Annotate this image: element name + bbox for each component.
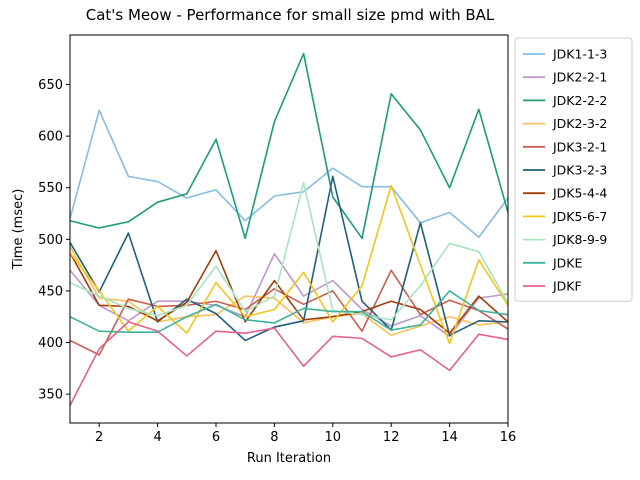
x-tick-label: 4 xyxy=(153,430,161,445)
x-tick-label: 2 xyxy=(95,430,103,445)
legend-entry-label: JDK3-2-1 xyxy=(552,139,607,154)
x-axis: 2 4 6 8 10 12 14 16 xyxy=(95,423,516,445)
legend-entry-label: JDK8-9-9 xyxy=(552,232,607,247)
legend-entry-label: JDK5-6-7 xyxy=(552,209,607,224)
legend-entry-label: JDK2-3-2 xyxy=(552,116,607,131)
series-line-jdk5-4-4 xyxy=(69,249,509,335)
y-tick-label: 350 xyxy=(38,388,63,403)
x-tick-label: 14 xyxy=(441,430,458,445)
plot-frame xyxy=(69,34,509,424)
legend-entry-label: JDKE xyxy=(552,255,583,270)
legend-entry-label: JDKF xyxy=(552,279,582,294)
series-line-jdk2-2-2 xyxy=(69,52,509,240)
y-tick-label: 450 xyxy=(38,284,63,299)
chart-title: Cat's Meow - Performance for small size … xyxy=(86,6,495,24)
series-line-jdk8-9-9 xyxy=(69,181,509,321)
x-axis-label: Run Iteration xyxy=(247,451,331,466)
legend-entry-label: JDK2-2-1 xyxy=(552,70,607,85)
y-tick-label: 400 xyxy=(38,336,63,351)
y-tick-label: 600 xyxy=(38,130,63,145)
legend: JDK1-1-3 JDK2-2-1 JDK2-2-2 JDK2-3-2 JDK3-2-1… xyxy=(514,37,633,302)
legend-entry-label: JDK5-4-4 xyxy=(552,186,607,201)
y-tick-label: 500 xyxy=(38,233,63,248)
legend-box xyxy=(514,37,633,302)
series-line-jdk3-2-1 xyxy=(69,269,509,356)
x-tick-label: 12 xyxy=(383,430,400,445)
x-tick-label: 10 xyxy=(325,430,342,445)
x-tick-label: 6 xyxy=(212,430,220,445)
series-line-jdk1-1-3 xyxy=(69,109,509,239)
x-tick-label: 8 xyxy=(270,430,278,445)
series-line-jdkf xyxy=(69,321,509,406)
y-axis-label: Time (msec) xyxy=(11,189,26,271)
legend-entry-label: JDK3-2-3 xyxy=(552,163,607,178)
legend-entry-label: JDK2-2-2 xyxy=(552,93,607,108)
legend-entry-label: JDK1-1-3 xyxy=(552,47,607,62)
y-tick-label: 650 xyxy=(38,78,63,93)
x-tick-label: 16 xyxy=(500,430,517,445)
y-tick-label: 550 xyxy=(38,181,63,196)
y-axis: 350 400 450 500 550 600 650 xyxy=(38,78,70,403)
series-line-jdk5-6-7 xyxy=(69,184,509,345)
series-line-jdke xyxy=(69,290,509,333)
series-line-jdk3-2-3 xyxy=(69,175,509,342)
plot-lines xyxy=(69,52,509,406)
